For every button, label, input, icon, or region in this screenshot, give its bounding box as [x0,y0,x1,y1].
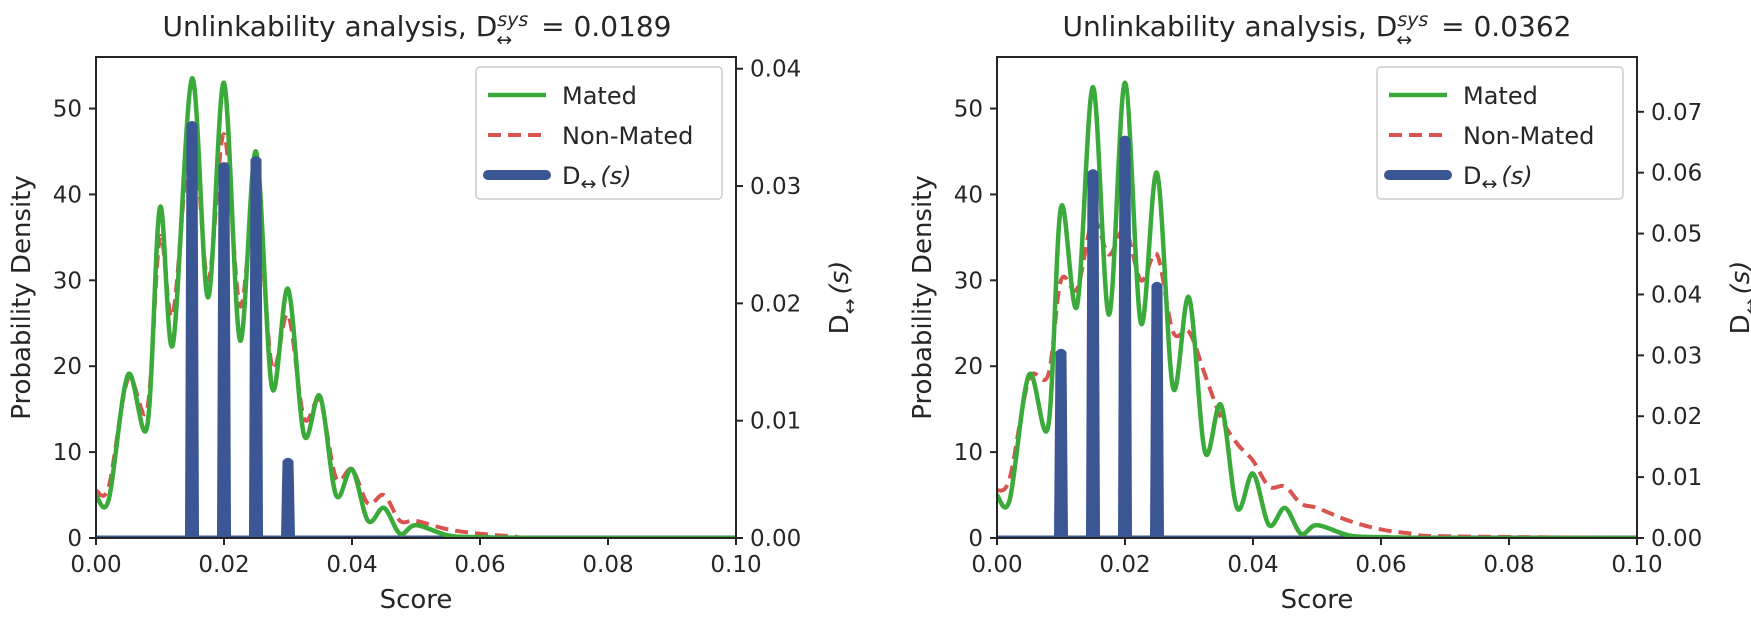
y-tick-label: 0 [67,526,82,552]
chart-title: Unlinkability analysis, Dsys ↔ = 0.0362 [1063,9,1572,51]
y-tick-label: 10 [954,440,983,466]
x-tick-label: 0.08 [582,552,633,578]
title-subscript: ↔ [1396,29,1412,51]
y-axis-label: Probability Density [908,175,938,420]
y2-tick-label: 0.02 [750,291,801,317]
legend: Mated Non-Mated D↔ (s) [475,66,723,200]
x-tick-label: 0.06 [454,552,505,578]
x-tick-label: 0.02 [1099,552,1150,578]
d-local-spike [1117,135,1133,538]
axes-frame [95,56,737,539]
legend-d-local-label: D↔ (s) [562,162,632,195]
legend-d-local-label: D↔ (s) [1463,162,1533,195]
title-subscript: ↔ [496,29,512,51]
y-tick-label: 40 [954,182,983,208]
y2-label-s: (s) [1726,261,1751,295]
y2-tick-label: 0.01 [750,409,801,435]
d-local-spike [248,156,264,538]
d-local-spike [216,162,232,538]
title-prefix: Unlinkability analysis, [163,10,476,43]
x-tick-label: 0.08 [1483,552,1534,578]
y2-tick-label: 0.02 [1651,404,1702,430]
y2-tick-label: 0.03 [750,174,801,200]
x-axis-label: Score [380,585,453,615]
x-tick-label: 0.04 [326,552,377,578]
legend-box [475,66,723,200]
x-tick-label: 0.00 [70,552,121,578]
y2-tick-label: 0.05 [1651,222,1702,248]
series-mated-line [997,80,1637,538]
y2-label-d: D [825,314,855,334]
x-tick-label: 0.00 [971,552,1022,578]
d-local-spike [1085,169,1101,538]
title-value: = 0.0189 [532,10,671,43]
legend-d: D [1463,162,1481,190]
legend-arrow: ↔ [580,173,596,195]
y2-axis-label-text: D↔ (s) [825,261,861,335]
legend-mated-label: Mated [562,82,637,110]
x-axis-label: Score [1281,585,1354,615]
y2-axis-label: D↔ (s) [1726,261,1751,335]
title-superscript: sys [497,9,528,31]
axes-frame [996,56,1638,539]
title-value: = 0.0362 [1432,10,1571,43]
y2-tick-label: 0.07 [1651,100,1702,126]
y2-tick-label: 0.06 [1651,161,1702,187]
y2-axis-label: D↔ (s) [825,261,861,335]
legend-s: (s) [1501,162,1532,190]
y2-tick-label: 0.04 [1651,282,1702,308]
plot-area [997,80,1637,538]
y-tick-label: 0 [968,526,983,552]
legend-non-mated-label: Non-Mated [562,122,693,150]
y2-label-arrow: ↔ [839,298,861,314]
legend-s: (s) [600,162,631,190]
y-tick-label: 50 [53,97,82,123]
y-tick-label: 30 [53,268,82,294]
title-d-symbol: D [476,10,498,43]
y2-tick-label: 0.00 [1651,526,1702,552]
y2-tick-label: 0.00 [750,526,801,552]
y-tick-label: 50 [954,97,983,123]
title-superscript: sys [1397,9,1428,31]
x-tick-label: 0.10 [710,552,761,578]
legend-arrow: ↔ [1481,173,1497,195]
chart-title: Unlinkability analysis, Dsys ↔ = 0.0189 [163,9,672,51]
chart-panel-2: Unlinkability analysis, Dsys ↔ = 0.03620.… [908,9,1751,615]
y2-label-arrow: ↔ [1740,298,1751,314]
x-tick-label: 0.04 [1227,552,1278,578]
d-local-spike [1053,348,1069,538]
series-non-mated-line [96,123,736,538]
series-mated-line [96,76,736,538]
x-tick-label: 0.06 [1355,552,1406,578]
y-tick-label: 40 [53,182,82,208]
d-local-spike [280,457,296,538]
x-tick-label: 0.10 [1611,552,1662,578]
title-prefix: Unlinkability analysis, [1063,10,1376,43]
legend: Mated Non-Mated D↔ (s) [1376,66,1624,200]
x-tick-label: 0.02 [198,552,249,578]
legend-mated-label: Mated [1463,82,1538,110]
y2-label-s: (s) [825,261,855,295]
legend-d: D [562,162,580,190]
d-local-spike [1149,281,1165,538]
y-tick-label: 10 [53,440,82,466]
title-d-symbol: D [1376,10,1398,43]
y-tick-label: 20 [954,354,983,380]
y2-tick-label: 0.04 [750,57,801,83]
y-tick-label: 30 [954,268,983,294]
y2-tick-label: 0.03 [1651,343,1702,369]
y2-label-d: D [1726,314,1751,334]
y-tick-label: 20 [53,354,82,380]
y2-tick-label: 0.01 [1651,465,1702,491]
chart-panel-1: Unlinkability analysis, Dsys ↔ = 0.01890.… [7,9,861,615]
y-axis-label: Probability Density [7,175,37,420]
plot-area [96,76,736,538]
d-local-spike [184,121,200,538]
y2-axis-label-text: D↔ (s) [1726,261,1751,335]
legend-box [1376,66,1624,200]
legend-non-mated-label: Non-Mated [1463,122,1594,150]
